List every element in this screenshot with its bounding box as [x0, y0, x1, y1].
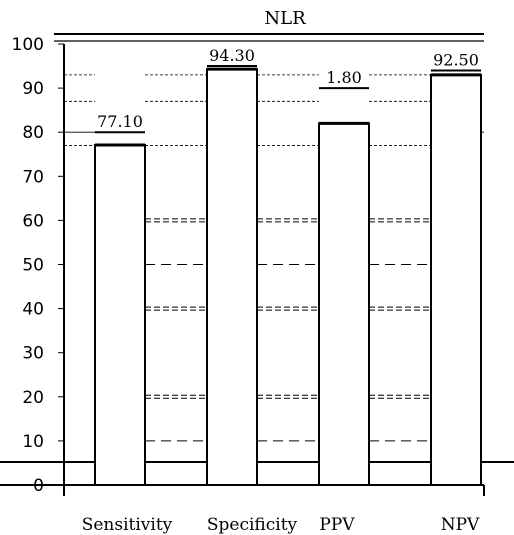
data-label: 94.30 — [209, 46, 255, 65]
bar — [318, 122, 370, 486]
y-tick-label: 90 — [22, 79, 44, 99]
y-tick-label: 40 — [22, 300, 44, 320]
bar — [206, 68, 258, 487]
data-labels: 77.10 94.30 1.80 92.50 — [95, 46, 481, 134]
y-axis-ticks: 0 10 20 30 40 50 60 70 80 90 100 — [12, 35, 64, 496]
bar — [430, 73, 482, 487]
data-label: 1.80 — [326, 68, 362, 87]
y-tick-label: 50 — [22, 256, 44, 276]
chart-title: NLR — [264, 8, 306, 29]
y-tick-label: 20 — [22, 388, 44, 408]
grid-lines — [64, 74, 484, 442]
x-axis-labels: Sensitivity Specificity PPV NPV — [82, 515, 480, 535]
y-tick-label: 30 — [22, 344, 44, 364]
bars — [94, 67, 482, 487]
x-category-label: Specificity — [207, 515, 298, 535]
bar — [94, 143, 146, 486]
y-tick-label: 10 — [22, 432, 44, 452]
x-category-label: Sensitivity — [82, 515, 173, 535]
x-category-label: PPV — [319, 515, 355, 535]
data-label: 92.50 — [433, 50, 479, 69]
x-category-label: NPV — [441, 515, 480, 535]
y-tick-label: 80 — [22, 123, 44, 143]
y-tick-label: 60 — [22, 211, 44, 231]
data-label: 77.10 — [97, 112, 143, 131]
y-tick-label: 70 — [22, 167, 44, 187]
y-tick-label: 0 — [33, 476, 44, 496]
y-tick-label: 100 — [12, 35, 44, 55]
